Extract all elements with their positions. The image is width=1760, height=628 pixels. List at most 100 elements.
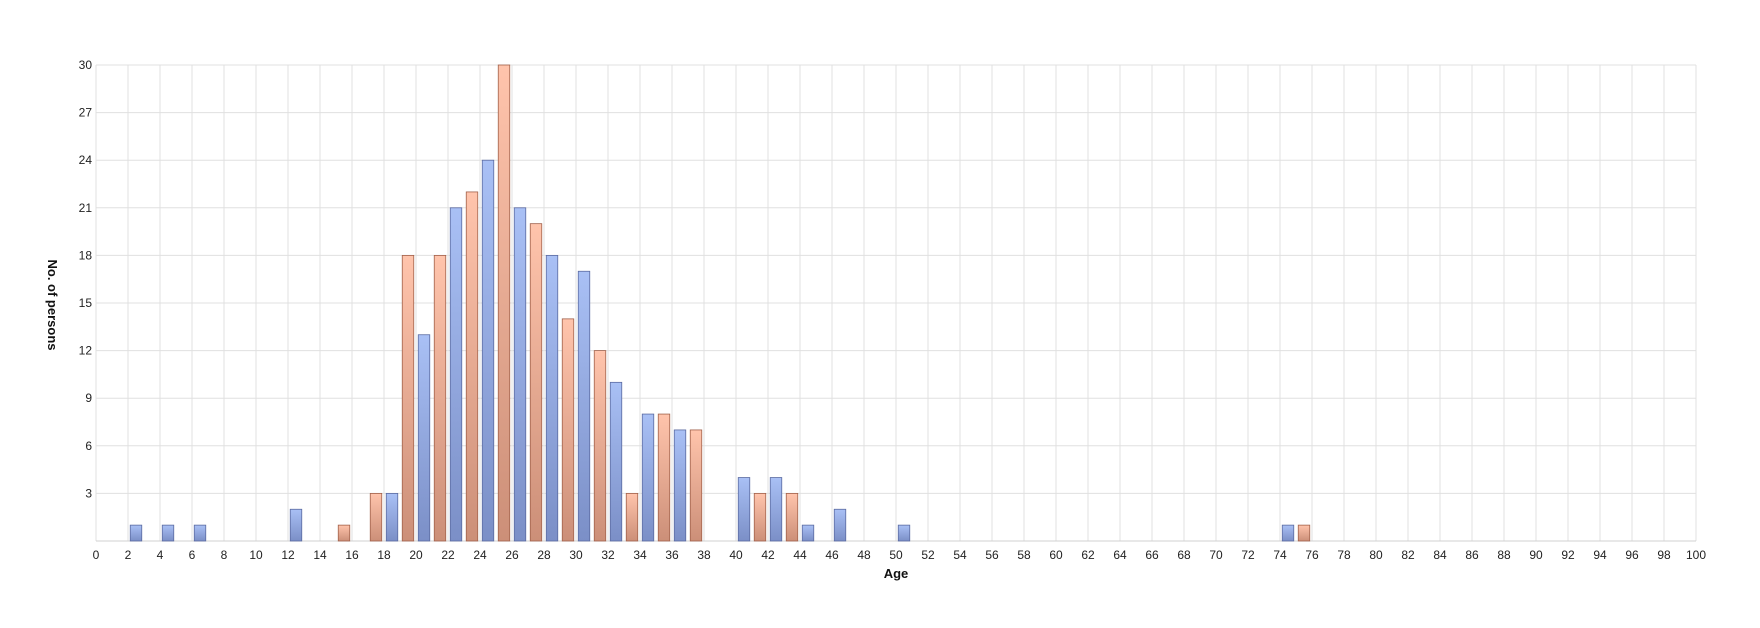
x-tick-label: 38 [697,548,711,562]
x-tick-label: 12 [281,548,295,562]
bar-series-2 [561,318,575,542]
y-tick-labels: 3 6 9 12 15 18 21 24 27 30 [79,58,93,500]
x-tick-label: 66 [1145,548,1159,562]
x-tick-labels: 0 2 4 6 8 10 12 14 16 18 20 22 24 26 28 30 32 34 36 38 40 42 4… [93,548,1707,562]
bar-series-2 [625,492,639,542]
y-tick-label: 24 [79,153,93,167]
x-tick-label: 62 [1081,548,1095,562]
bar-series-1 [641,413,655,542]
x-tick-label: 90 [1529,548,1543,562]
bar-series-1 [833,508,847,542]
x-tick-label: 48 [857,548,871,562]
x-axis-title: Age [884,566,909,581]
x-tick-label: 96 [1625,548,1639,562]
x-tick-label: 14 [313,548,327,562]
x-tick-label: 84 [1433,548,1447,562]
bar-series-1 [385,492,399,542]
y-tick-label: 18 [79,248,93,262]
x-tick-label: 24 [473,548,487,562]
bar-series-1 [161,524,175,542]
bar-series-2 [497,64,511,542]
bar-series-2 [689,429,703,542]
x-tick-label: 2 [125,548,132,562]
x-tick-label: 92 [1561,548,1575,562]
y-tick-label: 15 [79,296,93,310]
x-tick-label: 58 [1017,548,1031,562]
bar-series-2 [657,413,671,542]
x-tick-label: 56 [985,548,999,562]
bar-series-1 [129,524,143,542]
y-tick-label: 6 [85,439,92,453]
bar-series-2 [401,254,415,542]
bar-series-1 [545,254,559,542]
bar-series-1 [1281,524,1295,542]
x-tick-label: 50 [889,548,903,562]
bar-series-1 [449,207,463,542]
x-tick-label: 98 [1657,548,1671,562]
bar-series-1 [737,477,751,542]
x-tick-label: 28 [537,548,551,562]
bar-series-2 [465,191,479,542]
bar-series-2 [753,492,767,542]
x-tick-label: 76 [1305,548,1319,562]
x-tick-label: 82 [1401,548,1415,562]
bar-series-1 [193,524,207,542]
x-tick-label: 74 [1273,548,1287,562]
x-tick-label: 46 [825,548,839,562]
x-tick-label: 40 [729,548,743,562]
x-tick-label: 78 [1337,548,1351,562]
x-tick-label: 36 [665,548,679,562]
y-axis-title: No. of persons [45,259,60,350]
bar-series-2 [785,492,799,542]
bars [129,64,1311,542]
x-tick-label: 64 [1113,548,1127,562]
x-tick-label: 68 [1177,548,1191,562]
x-tick-label: 26 [505,548,519,562]
bar-series-1 [801,524,815,542]
bar-series-1 [481,159,495,542]
x-tick-label: 100 [1686,548,1706,562]
x-tick-label: 94 [1593,548,1607,562]
x-tick-label: 0 [93,548,100,562]
x-tick-label: 32 [601,548,615,562]
x-tick-label: 4 [157,548,164,562]
x-tick-label: 22 [441,548,455,562]
x-tick-label: 34 [633,548,647,562]
bar-series-1 [417,334,431,542]
bar-series-2 [529,223,543,542]
x-tick-label: 60 [1049,548,1063,562]
x-tick-label: 8 [221,548,228,562]
x-tick-label: 88 [1497,548,1511,562]
bar-series-2 [1297,524,1311,542]
bar-series-2 [369,492,383,542]
x-tick-label: 44 [793,548,807,562]
x-tick-label: 70 [1209,548,1223,562]
x-tick-label: 52 [921,548,935,562]
bar-series-1 [769,477,783,542]
x-tick-label: 86 [1465,548,1479,562]
x-tick-label: 18 [377,548,391,562]
y-tick-label: 3 [85,486,92,500]
y-tick-label: 27 [79,106,93,120]
bar-series-1 [513,207,527,542]
y-tick-label: 30 [79,58,93,72]
x-tick-label: 54 [953,548,967,562]
x-tick-label: 72 [1241,548,1255,562]
bar-series-2 [593,350,607,542]
bar-series-1 [289,508,303,542]
x-tick-label: 10 [249,548,263,562]
bar-series-1 [897,524,911,542]
y-tick-label: 9 [85,391,92,405]
bar-series-1 [673,429,687,542]
bar-series-1 [577,270,591,542]
x-tick-label: 80 [1369,548,1383,562]
grid-lines [95,64,1697,542]
y-tick-label: 12 [79,344,93,358]
bar-series-1 [609,381,623,542]
x-tick-label: 20 [409,548,423,562]
x-tick-label: 42 [761,548,775,562]
y-tick-label: 21 [79,201,93,215]
x-tick-label: 30 [569,548,583,562]
x-tick-label: 6 [189,548,196,562]
